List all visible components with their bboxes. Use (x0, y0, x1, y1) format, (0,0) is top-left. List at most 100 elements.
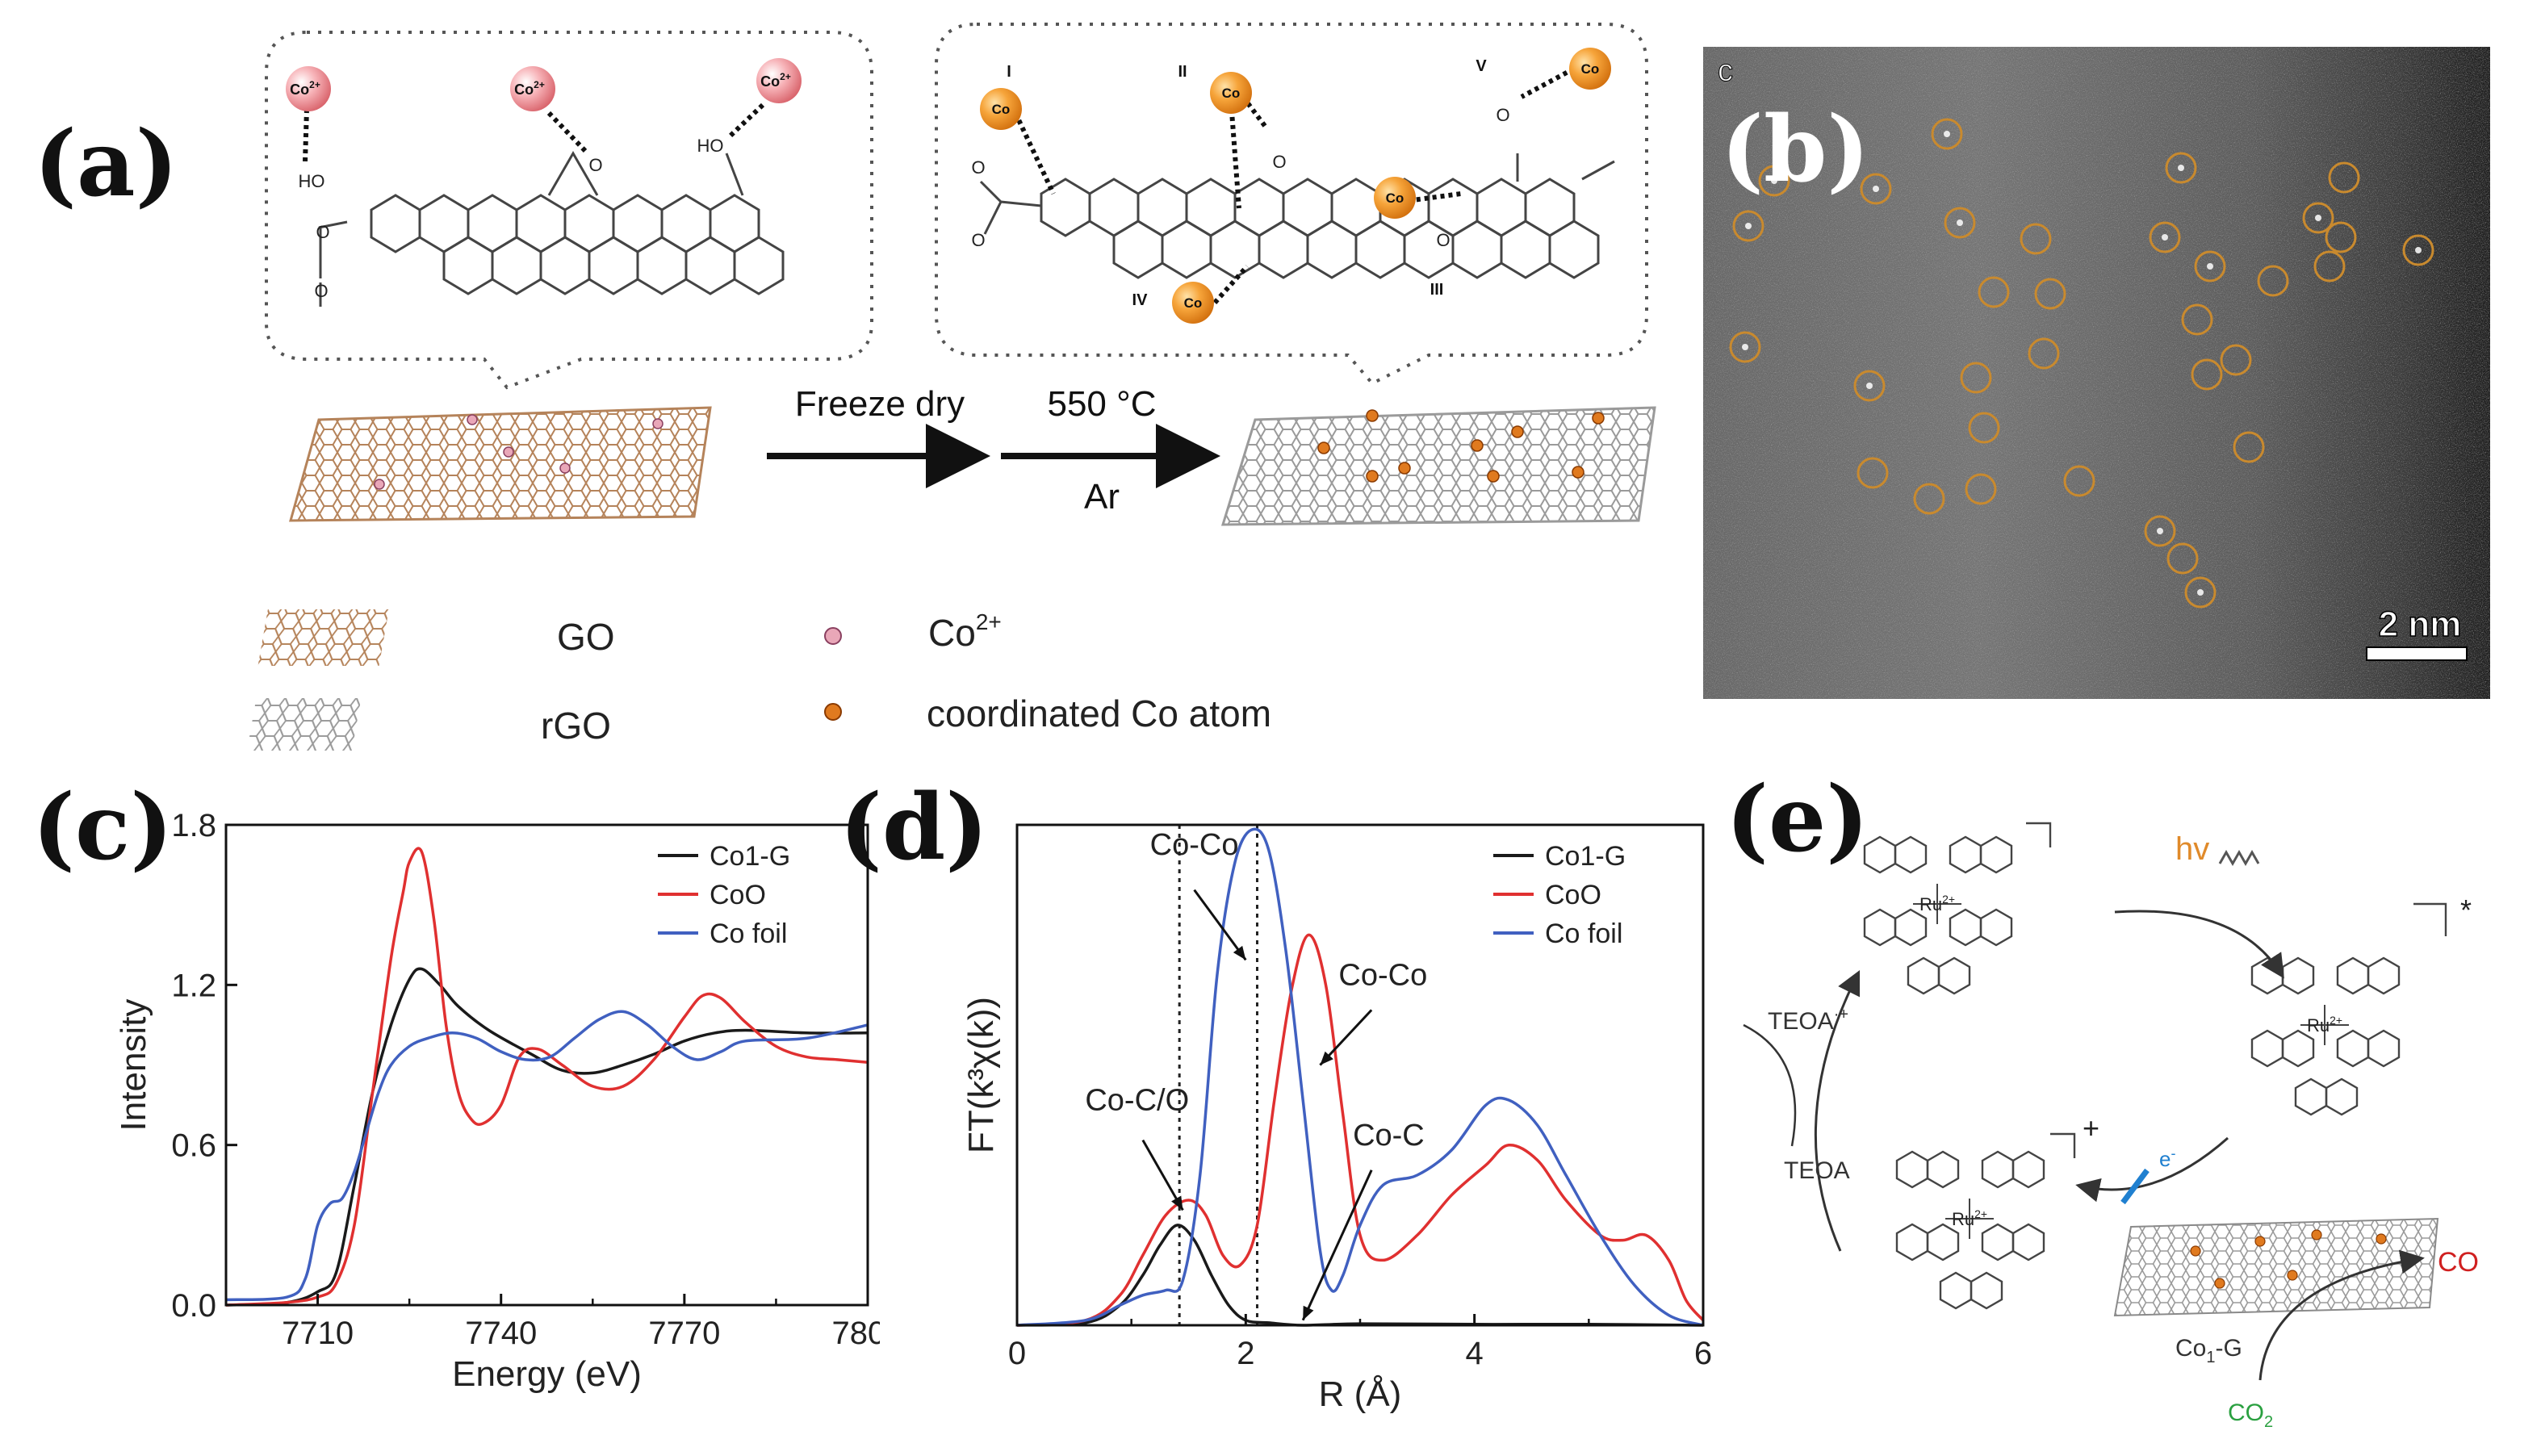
co-atom-dot (1398, 462, 1411, 475)
y-axis-label: FT(k³χ(k)) (961, 997, 1001, 1153)
atom-marker (1944, 207, 1976, 239)
atom-label-II: Co (1222, 86, 1241, 101)
y-tick-label: 1.2 (171, 968, 216, 1003)
x-tick-label: 0 (1008, 1336, 1026, 1371)
y-tick-label: 0.0 (171, 1288, 216, 1324)
legend-entry: Co1-G (710, 841, 790, 872)
co2plus-ion-3 (756, 58, 802, 103)
atom-marker (2257, 265, 2289, 297)
o-left-label: O (316, 222, 329, 242)
x-tick-label: 6 (1694, 1336, 1712, 1371)
co-atom-dot (2311, 1229, 2322, 1241)
excitation-arrow (2114, 910, 2284, 979)
atom-label-IV: Co (1184, 295, 1203, 311)
atom-marker (2313, 250, 2346, 282)
legend-coordinated-label: coordinated Co atom (927, 692, 1271, 734)
site-V-label: V (1476, 57, 1487, 75)
atom-marker (2181, 303, 2213, 336)
co-atom-site-V (1569, 48, 1611, 90)
legend-entry: CoO (710, 880, 766, 910)
legend-go-label: GO (557, 616, 615, 658)
co2plus-dot (503, 446, 514, 458)
peak-annotation-0: Co-Co (1150, 828, 1239, 862)
panel-e-label: (e) (1726, 767, 1869, 872)
svg-text:Ru2+: Ru2+ (1952, 1207, 1987, 1229)
panel-e-photocatalytic-cycle: Ru2+ Ru2+ * Ru2+ + hv TEOA·+ TEOA e- (1743, 822, 2479, 1431)
co2-reactant-label: CO2 (2228, 1400, 2273, 1431)
legend-entry: Co1-G (1545, 841, 1626, 872)
panel-a-schematic: Co2+ Co2+ Co2+ HO O O O HO (247, 23, 1656, 751)
photon-wave-icon (2218, 849, 2260, 867)
co-atom-dot (2214, 1278, 2225, 1289)
legend-rgo-label: rGO (541, 705, 611, 747)
co-atom-site-I (980, 88, 1022, 130)
legend-co2plus-label: Co2+ (928, 609, 1002, 654)
atom-marker (2020, 223, 2052, 255)
ru-complex-excited: Ru2+ * (2250, 893, 2472, 1116)
atom-marker (1729, 331, 1761, 363)
panel-d-label: (d) (839, 775, 989, 881)
excited-state-star: * (2460, 893, 2472, 927)
co-product-label: CO (2438, 1247, 2479, 1278)
panel-d-exafs-chart: 0 2 4 6 R (Å) FT(k³χ(k)) Co1-G CoO Co foil Co-Co C… (961, 823, 1712, 1414)
x-tick-label: 4 (1466, 1336, 1484, 1371)
teoa-curve (1743, 1023, 1797, 1147)
atom-marker (2063, 465, 2095, 497)
atom-marker (2402, 234, 2434, 266)
peak-annotation-3: Co-C (1353, 1119, 1425, 1153)
atom-marker (1968, 412, 2000, 444)
co2plus-dot (652, 418, 664, 429)
atom-marker (2233, 431, 2265, 463)
o-carbonyl-label: O (314, 281, 328, 301)
atom-marker (1857, 457, 1889, 489)
electron-label: e- (2159, 1145, 2175, 1171)
atom-marker (2328, 161, 2360, 194)
teoa-radical-label: TEOA·+ (1768, 1006, 1848, 1035)
o-label-1: O (971, 157, 985, 178)
annotation-arrowhead-3 (1303, 1305, 1314, 1320)
x-axis-label: R (Å) (1319, 1374, 1402, 1414)
atom-marker (2220, 344, 2252, 376)
legend-entry: Co foil (1545, 918, 1622, 949)
atom-marker (2194, 250, 2226, 282)
annotation-arrowhead-1 (1320, 1051, 1333, 1065)
peak-annotation-1: Co-Co (1338, 958, 1427, 992)
go-sheet (289, 406, 712, 522)
atom-marker (1913, 483, 1945, 515)
panel-b-label: (b) (1721, 97, 1870, 203)
teoa-label: TEOA (1784, 1157, 1850, 1184)
atom-marker (2165, 152, 2197, 184)
co-atom-site-II (1210, 72, 1252, 114)
o-label-4: O (1436, 230, 1450, 250)
o-label-3: O (1272, 152, 1286, 172)
stem-corner-label: c (1718, 54, 1733, 88)
scale-bar-label: 2 nm (2379, 605, 2462, 644)
atom-marker (2302, 202, 2334, 234)
panel-c-label: (c) (32, 775, 174, 881)
co-atom-dot (1592, 412, 1605, 425)
legend-entry: CoO (1545, 880, 1601, 910)
co-atom-dot (1572, 466, 1584, 479)
series-line-co-foil (1016, 827, 1704, 1327)
site-I-label: I (1007, 63, 1011, 81)
y-tick-label: 1.8 (171, 808, 216, 843)
scale-bar (2366, 646, 2468, 661)
stem-background (1703, 47, 2490, 699)
electron-transfer-arrow (2075, 1136, 2229, 1203)
co2plus-ion-2 (510, 66, 555, 111)
anneal-gas-label: Ar (1084, 477, 1120, 517)
co-atom-dot (1487, 470, 1500, 483)
legend-coordinated-marker (824, 703, 842, 721)
co-atom-dot (1366, 470, 1379, 483)
co-atom-dot (1366, 409, 1379, 422)
oxidized-state-plus: + (2083, 1111, 2099, 1144)
co-atom-dot (2376, 1233, 2387, 1245)
legend-rgo-swatch (247, 698, 362, 751)
annotation-arrow-2 (1141, 1139, 1184, 1211)
x-tick-label: 7740 (465, 1316, 537, 1351)
right-graphene-molecule (979, 153, 1615, 279)
plot-frame (224, 823, 869, 1307)
annotation-arrow-0 (1193, 889, 1247, 961)
legend-co2plus-marker (824, 627, 842, 645)
single-atom-markers (1729, 118, 2434, 609)
